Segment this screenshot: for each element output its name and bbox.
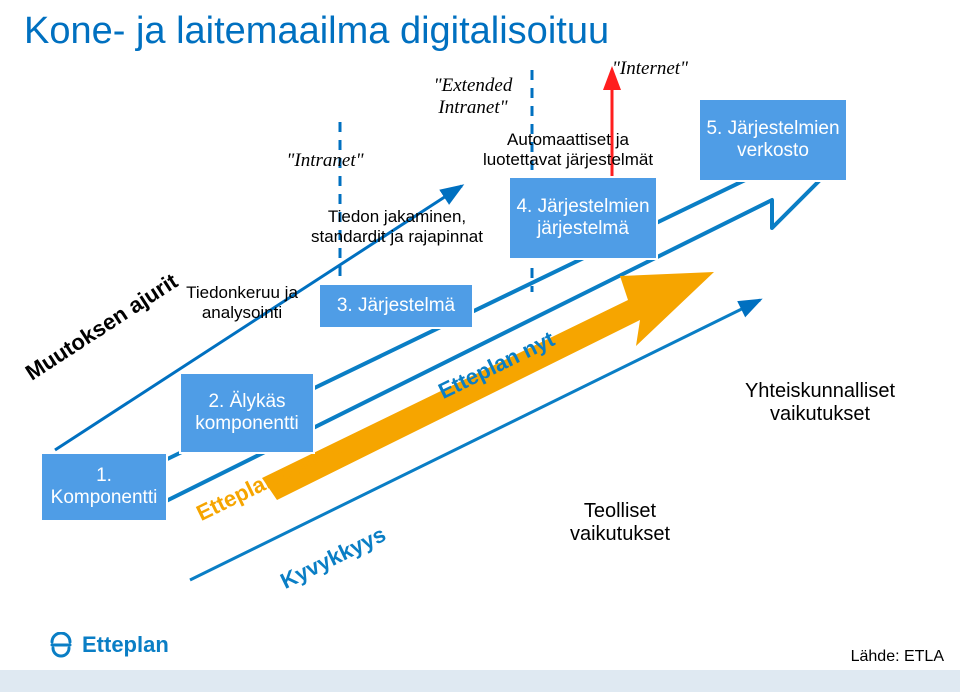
- diagram-canvas: Kone- ja laitemaailma digitalisoituu "In…: [0, 0, 960, 692]
- stage-box-3: 3. Järjestelmä: [318, 283, 474, 329]
- stage-box-2: 2. Älykäs komponentti: [179, 372, 315, 454]
- quote-label-2: "Internet": [590, 58, 710, 80]
- impact-label-0: Teolliset vaikutukset: [530, 500, 710, 546]
- stage-box-4: 4. Järjestelmien järjestelmä: [508, 176, 658, 260]
- stage-box-1: 1. Komponentti: [40, 452, 168, 522]
- page-title: Kone- ja laitemaailma digitalisoituu: [24, 10, 609, 53]
- diag-text-1: Etteplan nyt: [434, 326, 559, 405]
- quote-label-0: "Intranet": [265, 150, 385, 172]
- source-label: Lähde: ETLA: [851, 648, 944, 666]
- logo-text: Etteplan: [82, 632, 169, 658]
- small-label-0: Tiedon jakaminen, standardit ja rajapinn…: [282, 207, 512, 246]
- stage-box-5: 5. Järjestelmien verkosto: [698, 98, 848, 182]
- logo-icon: [48, 632, 74, 658]
- footer-band: [0, 670, 960, 692]
- impact-label-1: Yhteiskunnalliset vaikutukset: [710, 380, 930, 426]
- quote-label-1: "Extended Intranet": [403, 75, 543, 119]
- diag-text-2: Kyvykkyys: [276, 521, 390, 594]
- axis-drivers-label: Muutoksen ajurit: [21, 268, 183, 386]
- small-label-1: Automaattiset ja luotettavat järjestelmä…: [448, 130, 688, 169]
- small-label-2: Tiedonkeruu ja analysointi: [157, 283, 327, 322]
- brand-logo: Etteplan: [48, 632, 169, 658]
